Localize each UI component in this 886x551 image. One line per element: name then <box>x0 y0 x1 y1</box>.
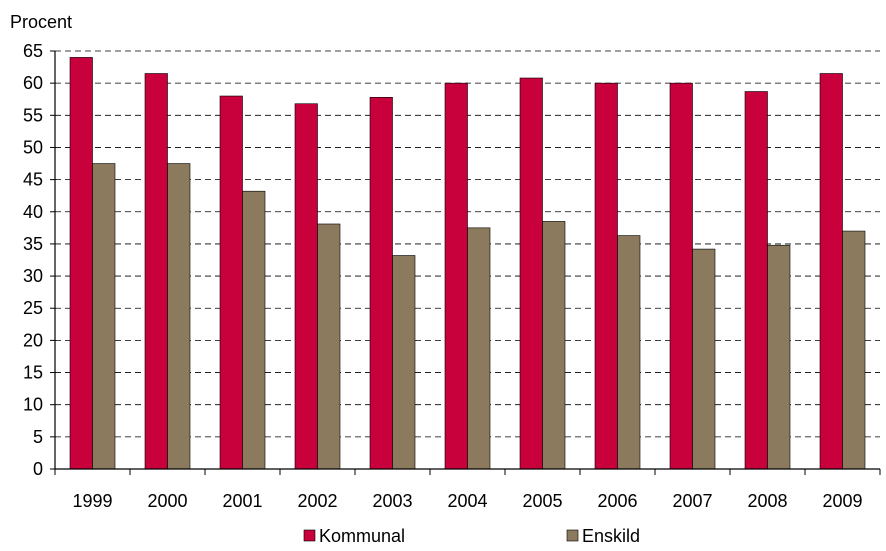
bar-enskild-2008 <box>767 244 791 470</box>
x-tick-label: 2000 <box>147 491 187 511</box>
x-tick-label: 2005 <box>522 491 562 511</box>
bar-kommunal-2009 <box>819 73 843 470</box>
bar-kommunal-2003 <box>369 97 393 470</box>
bar-kommunal-1999 <box>69 57 93 470</box>
bar-enskild-2004 <box>467 227 491 470</box>
bar-enskild-2006 <box>617 235 641 470</box>
x-tick-label: 2008 <box>747 491 787 511</box>
bar-kommunal-2005 <box>519 77 543 470</box>
bar-enskild-2000 <box>167 163 191 470</box>
x-tick-label: 2006 <box>597 491 637 511</box>
y-tick-label: 35 <box>23 234 43 254</box>
bar-enskild-1999 <box>92 163 116 470</box>
bar-enskild-2001 <box>242 190 266 470</box>
bar-enskild-2003 <box>392 255 416 470</box>
y-tick-labels: 0 5 10 15 20 25 30 35 40 45 50 55 60 65 <box>23 41 43 479</box>
y-tick-label: 40 <box>23 202 43 222</box>
bars <box>69 57 866 470</box>
bar-kommunal-2008 <box>744 91 768 470</box>
y-tick-label: 65 <box>23 41 43 61</box>
x-tick-label: 2002 <box>297 491 337 511</box>
bar-enskild-2002 <box>317 223 341 470</box>
y-tick-label: 60 <box>23 73 43 93</box>
bar-enskild-2005 <box>542 221 566 470</box>
bar-kommunal-2002 <box>294 103 318 470</box>
y-tick-label: 15 <box>23 363 43 383</box>
x-tick-label: 2007 <box>672 491 712 511</box>
x-tick-label: 2004 <box>447 491 487 511</box>
bar-kommunal-2000 <box>144 73 168 470</box>
y-tick-label: 0 <box>33 459 43 479</box>
x-tick-labels: 1999 2000 2001 2002 2003 2004 2005 2006 2007 2008… <box>72 491 862 511</box>
x-tick-label: 2009 <box>822 491 862 511</box>
y-tick-label: 25 <box>23 298 43 318</box>
y-tick-label: 5 <box>33 427 43 447</box>
y-tick-label: 45 <box>23 170 43 190</box>
y-tick-label: 20 <box>23 330 43 350</box>
x-tick-label: 2001 <box>222 491 262 511</box>
y-tick-label: 10 <box>23 395 43 415</box>
bar-kommunal-2004 <box>444 82 468 470</box>
x-tick-label: 1999 <box>72 491 112 511</box>
y-axis-label: Procent <box>10 12 72 32</box>
legend-label-enskild: Enskild <box>582 526 640 546</box>
x-tick-label: 2003 <box>372 491 412 511</box>
bar-kommunal-2007 <box>669 82 693 470</box>
legend-label-kommunal: Kommunal <box>319 526 405 546</box>
bar-enskild-2009 <box>842 230 866 470</box>
bar-kommunal-2001 <box>219 95 243 470</box>
bar-enskild-2007 <box>692 248 716 470</box>
legend-swatch-kommunal <box>303 529 316 542</box>
axes <box>50 50 881 475</box>
y-tick-label: 50 <box>23 137 43 157</box>
legend: Kommunal Enskild <box>303 526 640 546</box>
legend-swatch-enskild <box>566 529 579 542</box>
bar-kommunal-2006 <box>594 82 618 470</box>
y-tick-label: 55 <box>23 105 43 125</box>
y-tick-label: 30 <box>23 266 43 286</box>
